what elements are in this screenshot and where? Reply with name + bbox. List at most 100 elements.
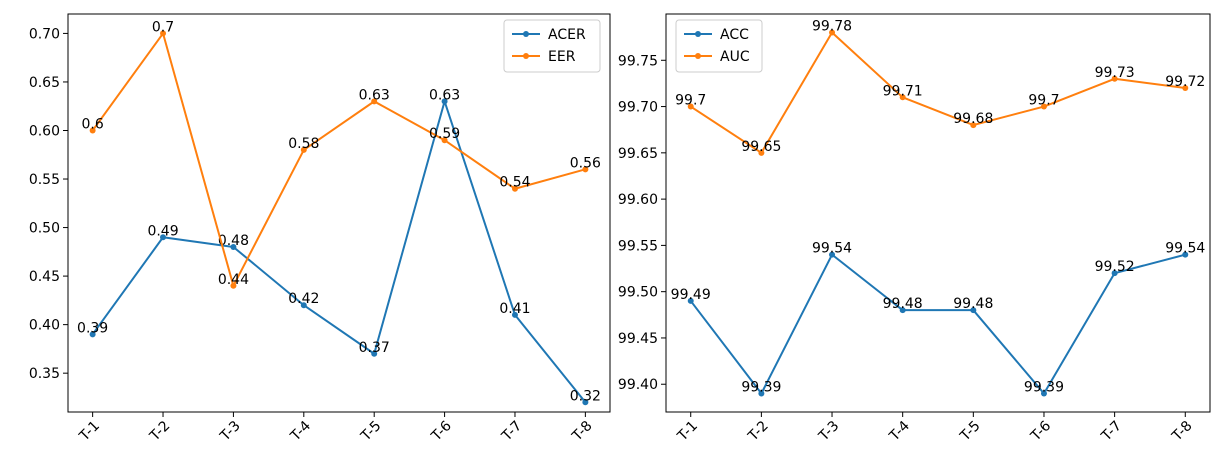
legend-label-auc: AUC — [720, 49, 750, 65]
data-point-eer — [89, 127, 96, 134]
y-tick-label: 0.45 — [29, 269, 60, 285]
data-point-acer — [230, 243, 237, 250]
series-line-acer — [91, 100, 587, 403]
data-label-acer: 0.63 — [429, 87, 460, 103]
data-label-acc: 99.54 — [1165, 241, 1205, 257]
x-tick-label: T-5 — [957, 418, 984, 445]
data-point-auc — [758, 149, 765, 156]
data-point-auc — [687, 103, 694, 110]
data-label-acer: 0.32 — [570, 388, 601, 404]
data-point-eer — [160, 30, 167, 37]
y-tick-label: 99.50 — [618, 285, 658, 301]
x-tick-label: T-2 — [745, 418, 772, 445]
data-point-acc — [687, 297, 694, 304]
data-label-eer: 0.54 — [499, 175, 530, 191]
data-label-auc: 99.78 — [812, 19, 852, 35]
x-tick-label: T-2 — [146, 418, 173, 445]
data-point-acc — [1111, 270, 1118, 277]
x-tick-label: T-8 — [1169, 418, 1196, 445]
data-label-auc: 99.72 — [1165, 74, 1205, 90]
y-tick-label: 0.50 — [29, 221, 60, 237]
y-tick-label: 0.60 — [29, 123, 60, 139]
data-point-acer — [371, 350, 378, 357]
y-tick-label: 0.40 — [29, 318, 60, 334]
x-tick-label: T-5 — [357, 418, 384, 445]
y-tick-label: 99.40 — [618, 377, 658, 393]
data-label-eer: 0.56 — [570, 155, 601, 171]
x-tick-label: T-8 — [569, 418, 596, 445]
data-label-acer: 0.49 — [147, 223, 178, 239]
data-label-acer: 0.37 — [359, 340, 390, 356]
data-point-auc — [1111, 75, 1118, 82]
x-tick-label: T-1 — [674, 418, 701, 445]
data-label-acer: 0.41 — [499, 301, 530, 317]
data-point-acc — [1182, 251, 1189, 258]
data-point-eer — [300, 146, 307, 153]
y-tick-label: 0.35 — [29, 366, 60, 382]
data-point-acer — [511, 311, 518, 318]
series-line-acc — [689, 253, 1186, 395]
data-point-acer — [300, 302, 307, 309]
x-tick-label: T-6 — [428, 418, 455, 445]
data-label-eer: 0.63 — [359, 87, 390, 103]
data-label-acc: 99.48 — [883, 296, 923, 312]
data-label-eer: 0.44 — [218, 272, 249, 288]
y-tick-label: 0.70 — [29, 26, 60, 42]
data-label-acc: 99.52 — [1095, 259, 1135, 275]
series-line-eer — [91, 32, 586, 287]
data-label-auc: 99.65 — [741, 139, 781, 155]
x-tick-label: T-7 — [498, 418, 525, 445]
data-label-acer: 0.42 — [288, 291, 319, 307]
legend-label-eer: EER — [548, 49, 576, 65]
data-point-eer — [230, 282, 237, 289]
series-line-auc — [690, 31, 1186, 154]
data-label-auc: 99.7 — [1028, 93, 1059, 109]
data-point-acc — [899, 307, 906, 314]
data-label-eer: 0.59 — [429, 126, 460, 142]
data-point-acc — [829, 251, 836, 258]
x-tick-label: T-7 — [1098, 418, 1125, 445]
y-tick-label: 99.55 — [618, 238, 658, 254]
data-point-eer — [371, 98, 378, 105]
x-tick-label: T-6 — [1027, 418, 1054, 445]
data-point-eer — [441, 137, 448, 144]
data-label-acc: 99.48 — [953, 296, 993, 312]
data-point-acc — [1040, 390, 1047, 397]
y-tick-label: 0.55 — [29, 172, 60, 188]
data-label-auc: 99.7 — [675, 93, 706, 109]
data-point-eer — [582, 166, 589, 173]
x-tick-label: T-3 — [815, 418, 842, 445]
legend-marker-acc — [695, 31, 701, 37]
x-tick-label: T-4 — [287, 418, 314, 445]
data-label-acc: 99.39 — [1024, 379, 1064, 395]
legend-marker-eer — [523, 53, 529, 59]
plot-frame — [67, 13, 611, 413]
x-tick-label: T-4 — [886, 418, 913, 445]
plot-frame — [665, 13, 1211, 413]
data-label-eer: 0.7 — [152, 19, 174, 35]
data-point-acer — [160, 234, 167, 241]
data-point-auc — [899, 94, 906, 101]
chart-left-acer-eer: 0.35 0.40 0.45 0.50 0.55 0.60 0.65 0.70 T-1 T-2 T-… — [29, 13, 611, 445]
data-label-auc: 99.71 — [883, 83, 923, 99]
data-point-acc — [758, 390, 765, 397]
data-label-auc: 99.73 — [1095, 65, 1135, 81]
data-point-acer — [582, 399, 589, 406]
data-point-acer — [441, 98, 448, 105]
x-tick-label: T-3 — [217, 418, 244, 445]
data-label-acc: 99.39 — [741, 379, 781, 395]
legend-marker-auc — [695, 53, 701, 59]
y-tick-label: 99.75 — [618, 53, 658, 69]
y-tick-label: 0.65 — [29, 75, 60, 91]
data-point-acer — [89, 331, 96, 338]
data-label-acc: 99.49 — [671, 287, 711, 303]
data-label-acer: 0.48 — [218, 233, 249, 249]
data-point-auc — [1182, 85, 1189, 92]
data-point-eer — [511, 185, 518, 192]
legend-marker-acer — [523, 31, 529, 37]
chart-right-acc-auc: 99.40 99.45 99.50 99.55 99.60 99.65 99.70 99.75… — [618, 13, 1211, 445]
data-label-eer: 0.6 — [82, 116, 104, 132]
x-tick-label: T-1 — [76, 418, 103, 445]
legend-label-acer: ACER — [548, 27, 586, 43]
